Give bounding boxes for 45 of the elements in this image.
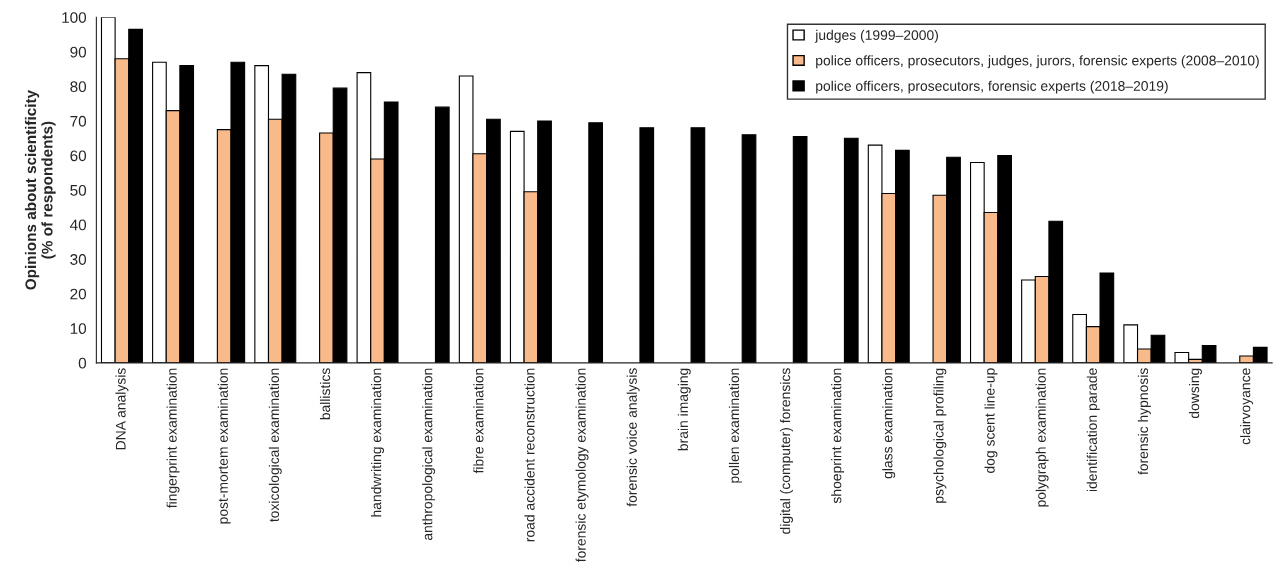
y-tick-label: 80 <box>70 81 87 93</box>
bar <box>690 127 706 363</box>
x-tick-label: post-mortem examination <box>217 368 231 524</box>
bar <box>434 106 450 363</box>
x-tick-label: forensic voice analysis <box>626 368 640 507</box>
bar <box>792 135 808 363</box>
x-tick-label: psychological profiling <box>933 368 947 503</box>
bar <box>843 137 859 363</box>
x-tick-label: shoeprint examination <box>831 368 845 504</box>
legend-label: police officers, prosecutors, judges, jurors, forensic experts (2008–2010) <box>816 55 1259 69</box>
y-tick-label: 60 <box>70 150 87 162</box>
y-tick-label: 100 <box>62 12 87 23</box>
x-tick-label: fibre examination <box>473 368 484 474</box>
x-tick-label: forensic hypnosis <box>1137 368 1151 475</box>
y-tick-label: 90 <box>70 46 87 58</box>
x-tick-label: digital (computer) forensics <box>780 368 793 534</box>
x-tick-label: forensic etymology examination <box>575 368 589 563</box>
y-tick-label: 10 <box>70 323 87 335</box>
bar <box>588 122 604 363</box>
y-tick-label: 0 <box>78 357 87 369</box>
y-tick-label: 30 <box>70 254 87 265</box>
y-axis-title: Opinions about scientificity (% of respondents) <box>24 89 56 290</box>
x-tick-label: brain imaging <box>677 368 691 451</box>
x-tick-label: road accident reconstruction <box>524 368 535 542</box>
x-tick-label: glass examination <box>882 368 896 479</box>
legend-label: judges (1999–2000) <box>814 29 938 43</box>
x-tick-label: handwriting examination <box>371 368 385 517</box>
x-tick-label: dowsing <box>1189 368 1202 419</box>
x-tick-label: fingerprint examination <box>166 368 180 509</box>
x-tick-label: toxicological examination <box>268 368 282 522</box>
x-tick-label: polygraph examination <box>1035 368 1049 507</box>
x-tick-label: anthropological examination <box>422 368 436 541</box>
bar <box>741 134 757 363</box>
y-tick-label: 50 <box>70 184 87 196</box>
x-tick-label: clairvoyance <box>1240 368 1254 445</box>
bar <box>639 127 655 363</box>
x-tick-label: DNA analysis <box>115 368 129 450</box>
x-tick-label: ballistics <box>319 368 331 420</box>
legend-label: police officers, prosecutors, forensic experts (2018–2019) <box>816 80 1168 94</box>
y-tick-label: 70 <box>70 115 87 127</box>
y-tick-label: 20 <box>70 288 87 300</box>
x-tick-label: dog scent line-up <box>984 368 998 473</box>
x-tick-label: identification parade <box>1086 368 1100 492</box>
x-tick-label: pollen examination <box>728 368 742 483</box>
y-tick-label: 40 <box>70 219 87 231</box>
